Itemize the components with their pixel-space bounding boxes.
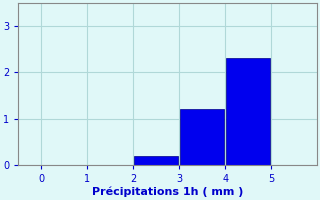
Bar xyxy=(134,156,178,165)
Bar xyxy=(226,58,270,165)
X-axis label: Précipitations 1h ( mm ): Précipitations 1h ( mm ) xyxy=(92,187,243,197)
Bar xyxy=(180,109,224,165)
